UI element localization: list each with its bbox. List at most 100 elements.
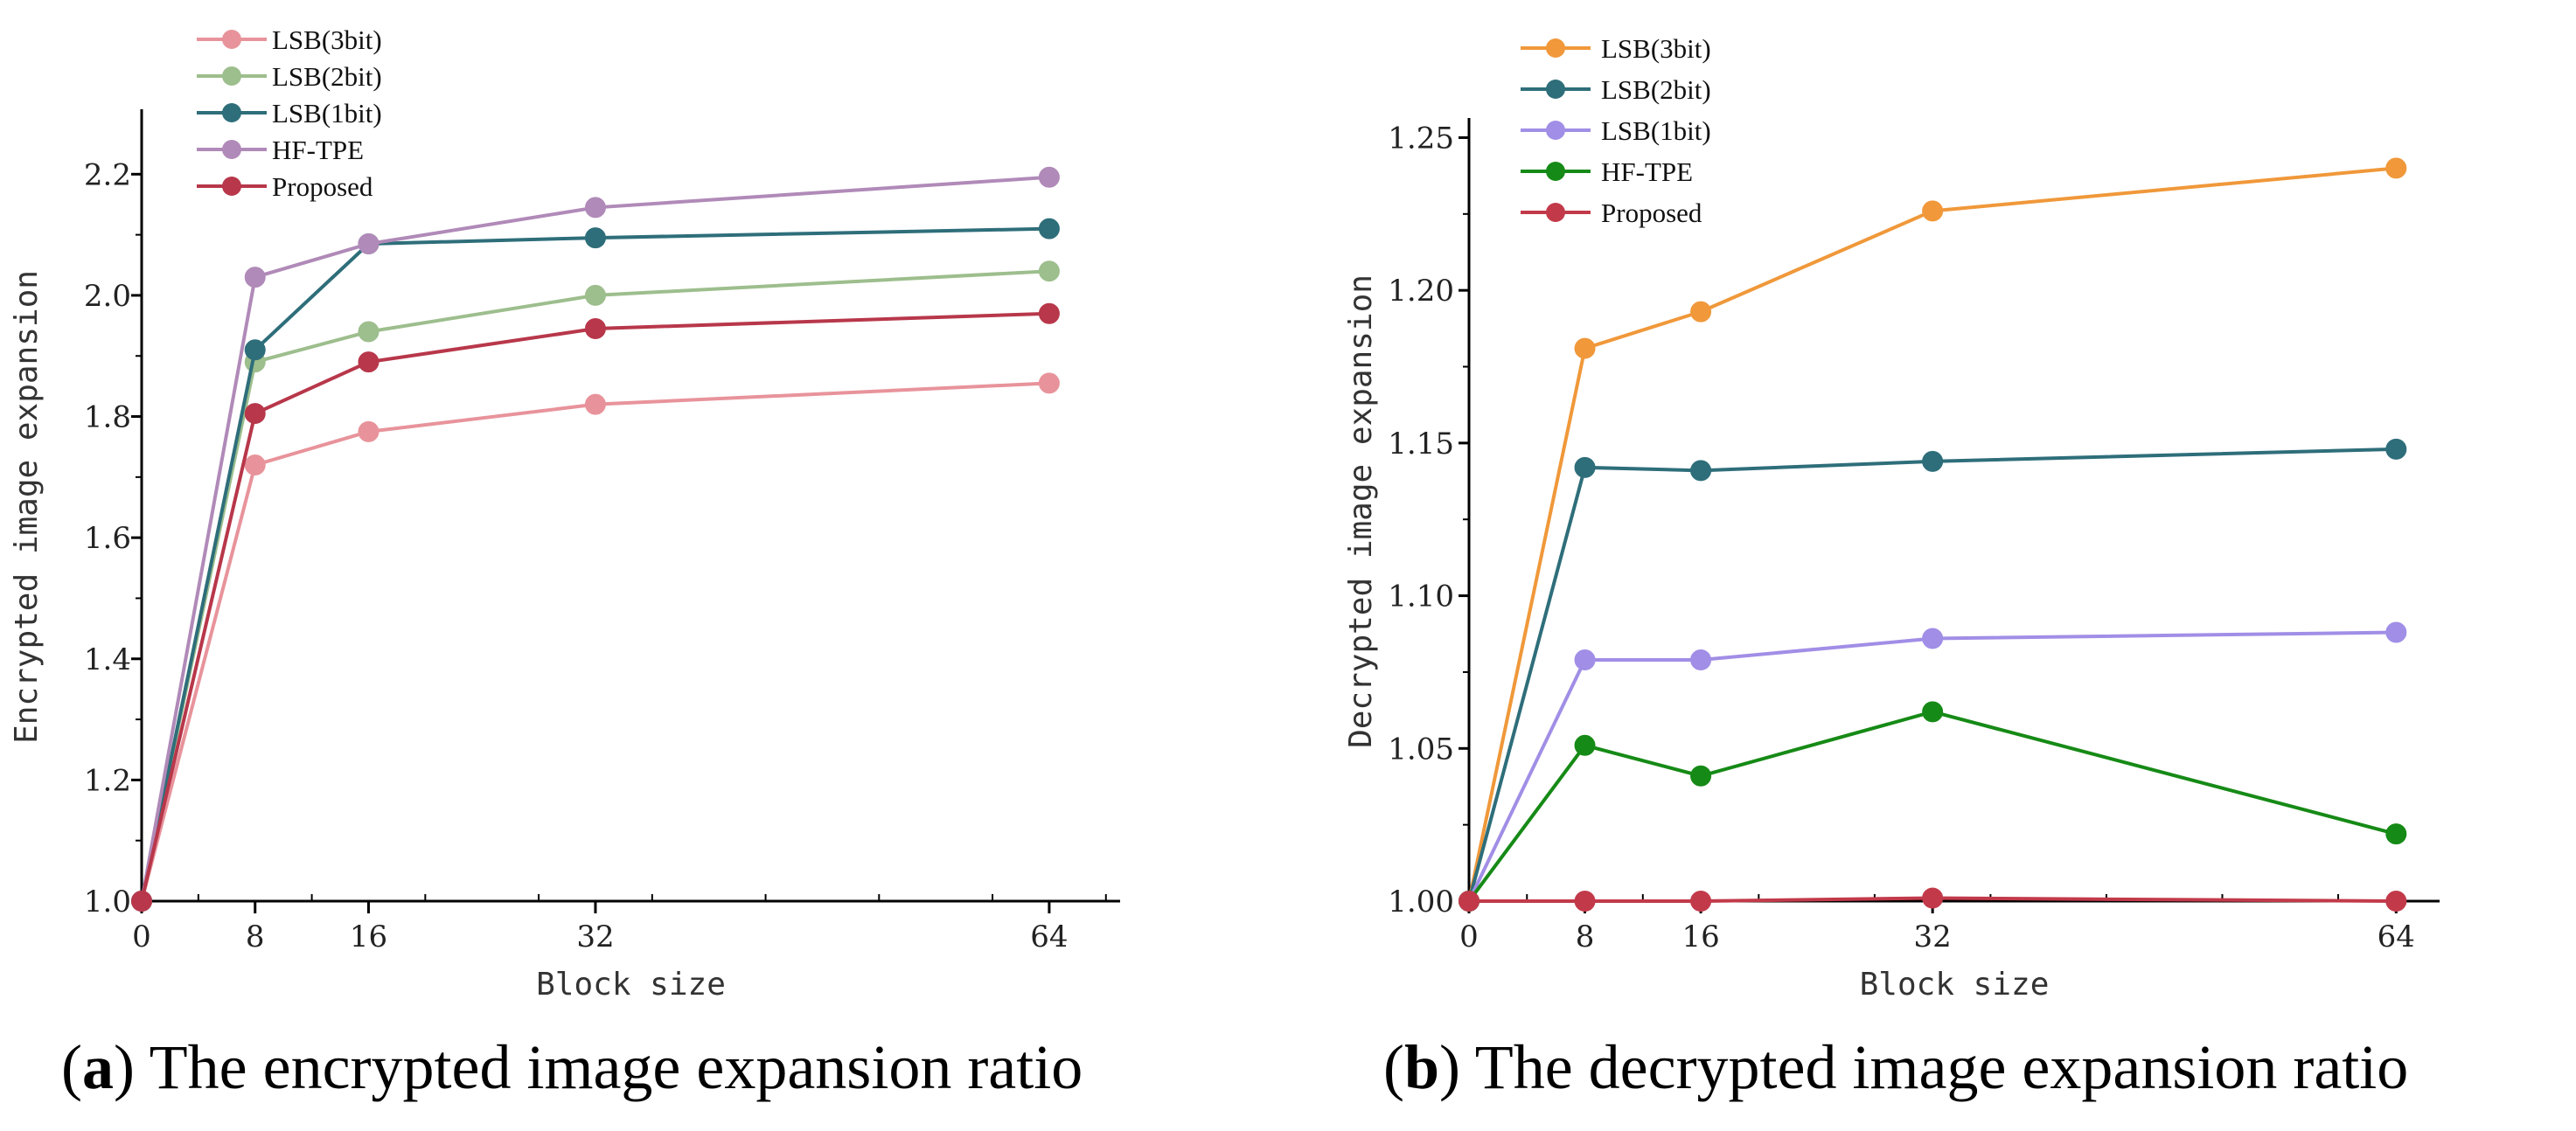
chart-a-point	[358, 351, 379, 373]
chart-a-legend-marker	[222, 177, 241, 196]
chart-b-legend-marker	[1546, 80, 1565, 99]
chart-a-ytick-label: 1.2	[84, 763, 131, 798]
chart-b-ylabel: Decrypted image expansion	[1343, 274, 1379, 748]
caption-b-letter: b	[1403, 1032, 1440, 1102]
chart-a-legend-label: LSB(2bit)	[272, 61, 382, 92]
chart-b-point	[1574, 734, 1596, 756]
chart-a-ytick-label: 2.0	[84, 279, 131, 314]
chart-a-legend-marker	[222, 140, 241, 159]
chart-a-point	[1038, 218, 1060, 239]
chart-b-point	[1922, 450, 1944, 472]
chart-b-legend-label: Proposed	[1601, 198, 1702, 228]
chart-b-point	[1574, 891, 1596, 912]
chart-encrypted-expansion: 1.0 1.2 1.4 1.6 1.8 2.0 2.2 0 8 16 32 64 Block size E…	[9, 24, 1120, 1003]
chart-b-ytick-label: 1.15	[1388, 427, 1454, 461]
chart-a-legend-marker	[222, 66, 241, 86]
chart-decrypted-expansion: 1.00 1.05 1.10 1.15 1.20 1.25 0 8 16 32 64 Block si…	[1343, 33, 2440, 1003]
chart-a-point	[1038, 302, 1060, 324]
chart-b-point	[1574, 456, 1596, 478]
chart-b-ytick-label: 1.00	[1388, 885, 1454, 919]
chart-b-xtick-label: 32	[1914, 919, 1952, 954]
chart-b-legend-label: HF-TPE	[1601, 156, 1693, 187]
chart-b-point	[1574, 337, 1596, 359]
chart-a-legend-label: HF-TPE	[272, 135, 364, 165]
chart-a-point	[131, 891, 152, 912]
chart-a-ytick-label: 1.0	[84, 885, 131, 919]
chart-a-point	[1038, 260, 1060, 282]
chart-a-series-line-1	[140, 269, 1050, 902]
chart-b-ytick-label: 1.25	[1388, 121, 1454, 156]
chart-b-point	[1690, 301, 1712, 323]
chart-b-point	[1922, 628, 1944, 649]
chart-b-ytick-label: 1.10	[1388, 579, 1454, 614]
chart-a-xtick-label: 8	[246, 919, 265, 954]
chart-a-legend-marker	[222, 30, 241, 49]
chart-b-xtick-label: 8	[1576, 919, 1595, 954]
chart-a-ytick-label: 1.6	[84, 521, 131, 556]
chart-b-series-line-3	[1467, 710, 2397, 903]
chart-b-xtick-label: 64	[2378, 919, 2415, 954]
chart-b-legend-marker	[1546, 162, 1565, 181]
chart-b-point	[2385, 621, 2407, 643]
chart-a-xtick-label: 64	[1030, 919, 1068, 954]
chart-a-point	[584, 318, 606, 340]
chart-a-xtick-label: 0	[132, 919, 151, 954]
chart-a-point	[358, 233, 379, 255]
chart-b-point	[1922, 887, 1944, 909]
chart-a-ytick-label: 1.8	[84, 400, 131, 435]
chart-b-legend-marker	[1546, 203, 1565, 222]
chart-b-legend-marker	[1546, 38, 1565, 58]
chart-b-legend-label: LSB(2bit)	[1601, 74, 1711, 105]
chart-a-point	[358, 420, 379, 442]
chart-b-xlabel: Block size	[1860, 967, 2050, 1003]
chart-a-series-line-0	[140, 381, 1050, 902]
chart-b-point	[1922, 200, 1944, 222]
chart-b-point	[1690, 649, 1712, 670]
chart-a-point	[244, 454, 266, 475]
chart-a-point	[244, 403, 266, 425]
chart-b-ytick-label: 1.05	[1388, 732, 1454, 767]
chart-a-point	[584, 284, 606, 306]
chart-b-point	[1690, 765, 1712, 787]
chart-b-point	[1690, 891, 1712, 912]
chart-b-point	[1690, 460, 1712, 482]
chart-a-ylabel: Encrypted image expansion	[9, 270, 45, 744]
chart-b-point	[2385, 823, 2407, 845]
chart-b-series-line-2	[1467, 630, 2397, 902]
chart-a-point	[584, 393, 606, 415]
caption-a: (a) The encrypted image expansion ratio	[61, 1032, 1083, 1102]
chart-b-point	[2385, 891, 2407, 912]
chart-a-legend-label: LSB(3bit)	[272, 24, 382, 55]
chart-a-xtick-label: 32	[576, 919, 614, 954]
chart-b-xtick-label: 16	[1681, 919, 1719, 954]
chart-b-point	[1922, 701, 1944, 723]
caption-a-text: The encrypted image expansion ratio	[134, 1032, 1083, 1102]
chart-b-ytick-label: 1.20	[1388, 274, 1454, 309]
chart-a-point	[584, 227, 606, 249]
caption-b: (b) The decrypted image expansion ratio	[1383, 1032, 2409, 1102]
caption-a-letter: a	[81, 1032, 114, 1102]
chart-a-ytick-label: 2.2	[84, 157, 131, 192]
chart-a-point	[584, 197, 606, 219]
chart-a-point	[244, 339, 266, 361]
chart-a-ytick-label: 1.4	[84, 642, 131, 677]
chart-b-point	[1459, 891, 1479, 912]
chart-b-legend-label: LSB(1bit)	[1601, 115, 1711, 146]
chart-a-xtick-label: 16	[350, 919, 387, 954]
chart-b-point	[2385, 157, 2407, 179]
chart-b-series-line-1	[1467, 447, 2397, 902]
chart-b-legend-marker	[1546, 121, 1565, 140]
chart-a-legend-marker	[222, 103, 241, 122]
chart-a-point	[1038, 166, 1060, 188]
chart-a-point	[358, 321, 379, 343]
chart-a-point	[244, 267, 266, 288]
chart-a-point	[1038, 372, 1060, 394]
chart-b-legend-label: LSB(3bit)	[1601, 33, 1711, 64]
chart-b-point	[2385, 438, 2407, 460]
chart-b-series-line-0	[1467, 166, 2397, 902]
caption-b-text: The decrypted image expansion ratio	[1460, 1032, 2409, 1102]
chart-b-point	[1574, 649, 1596, 670]
chart-a-legend-label: LSB(1bit)	[272, 98, 382, 128]
chart-a-legend-label: Proposed	[272, 171, 373, 202]
chart-b-xtick-label: 0	[1459, 919, 1479, 954]
